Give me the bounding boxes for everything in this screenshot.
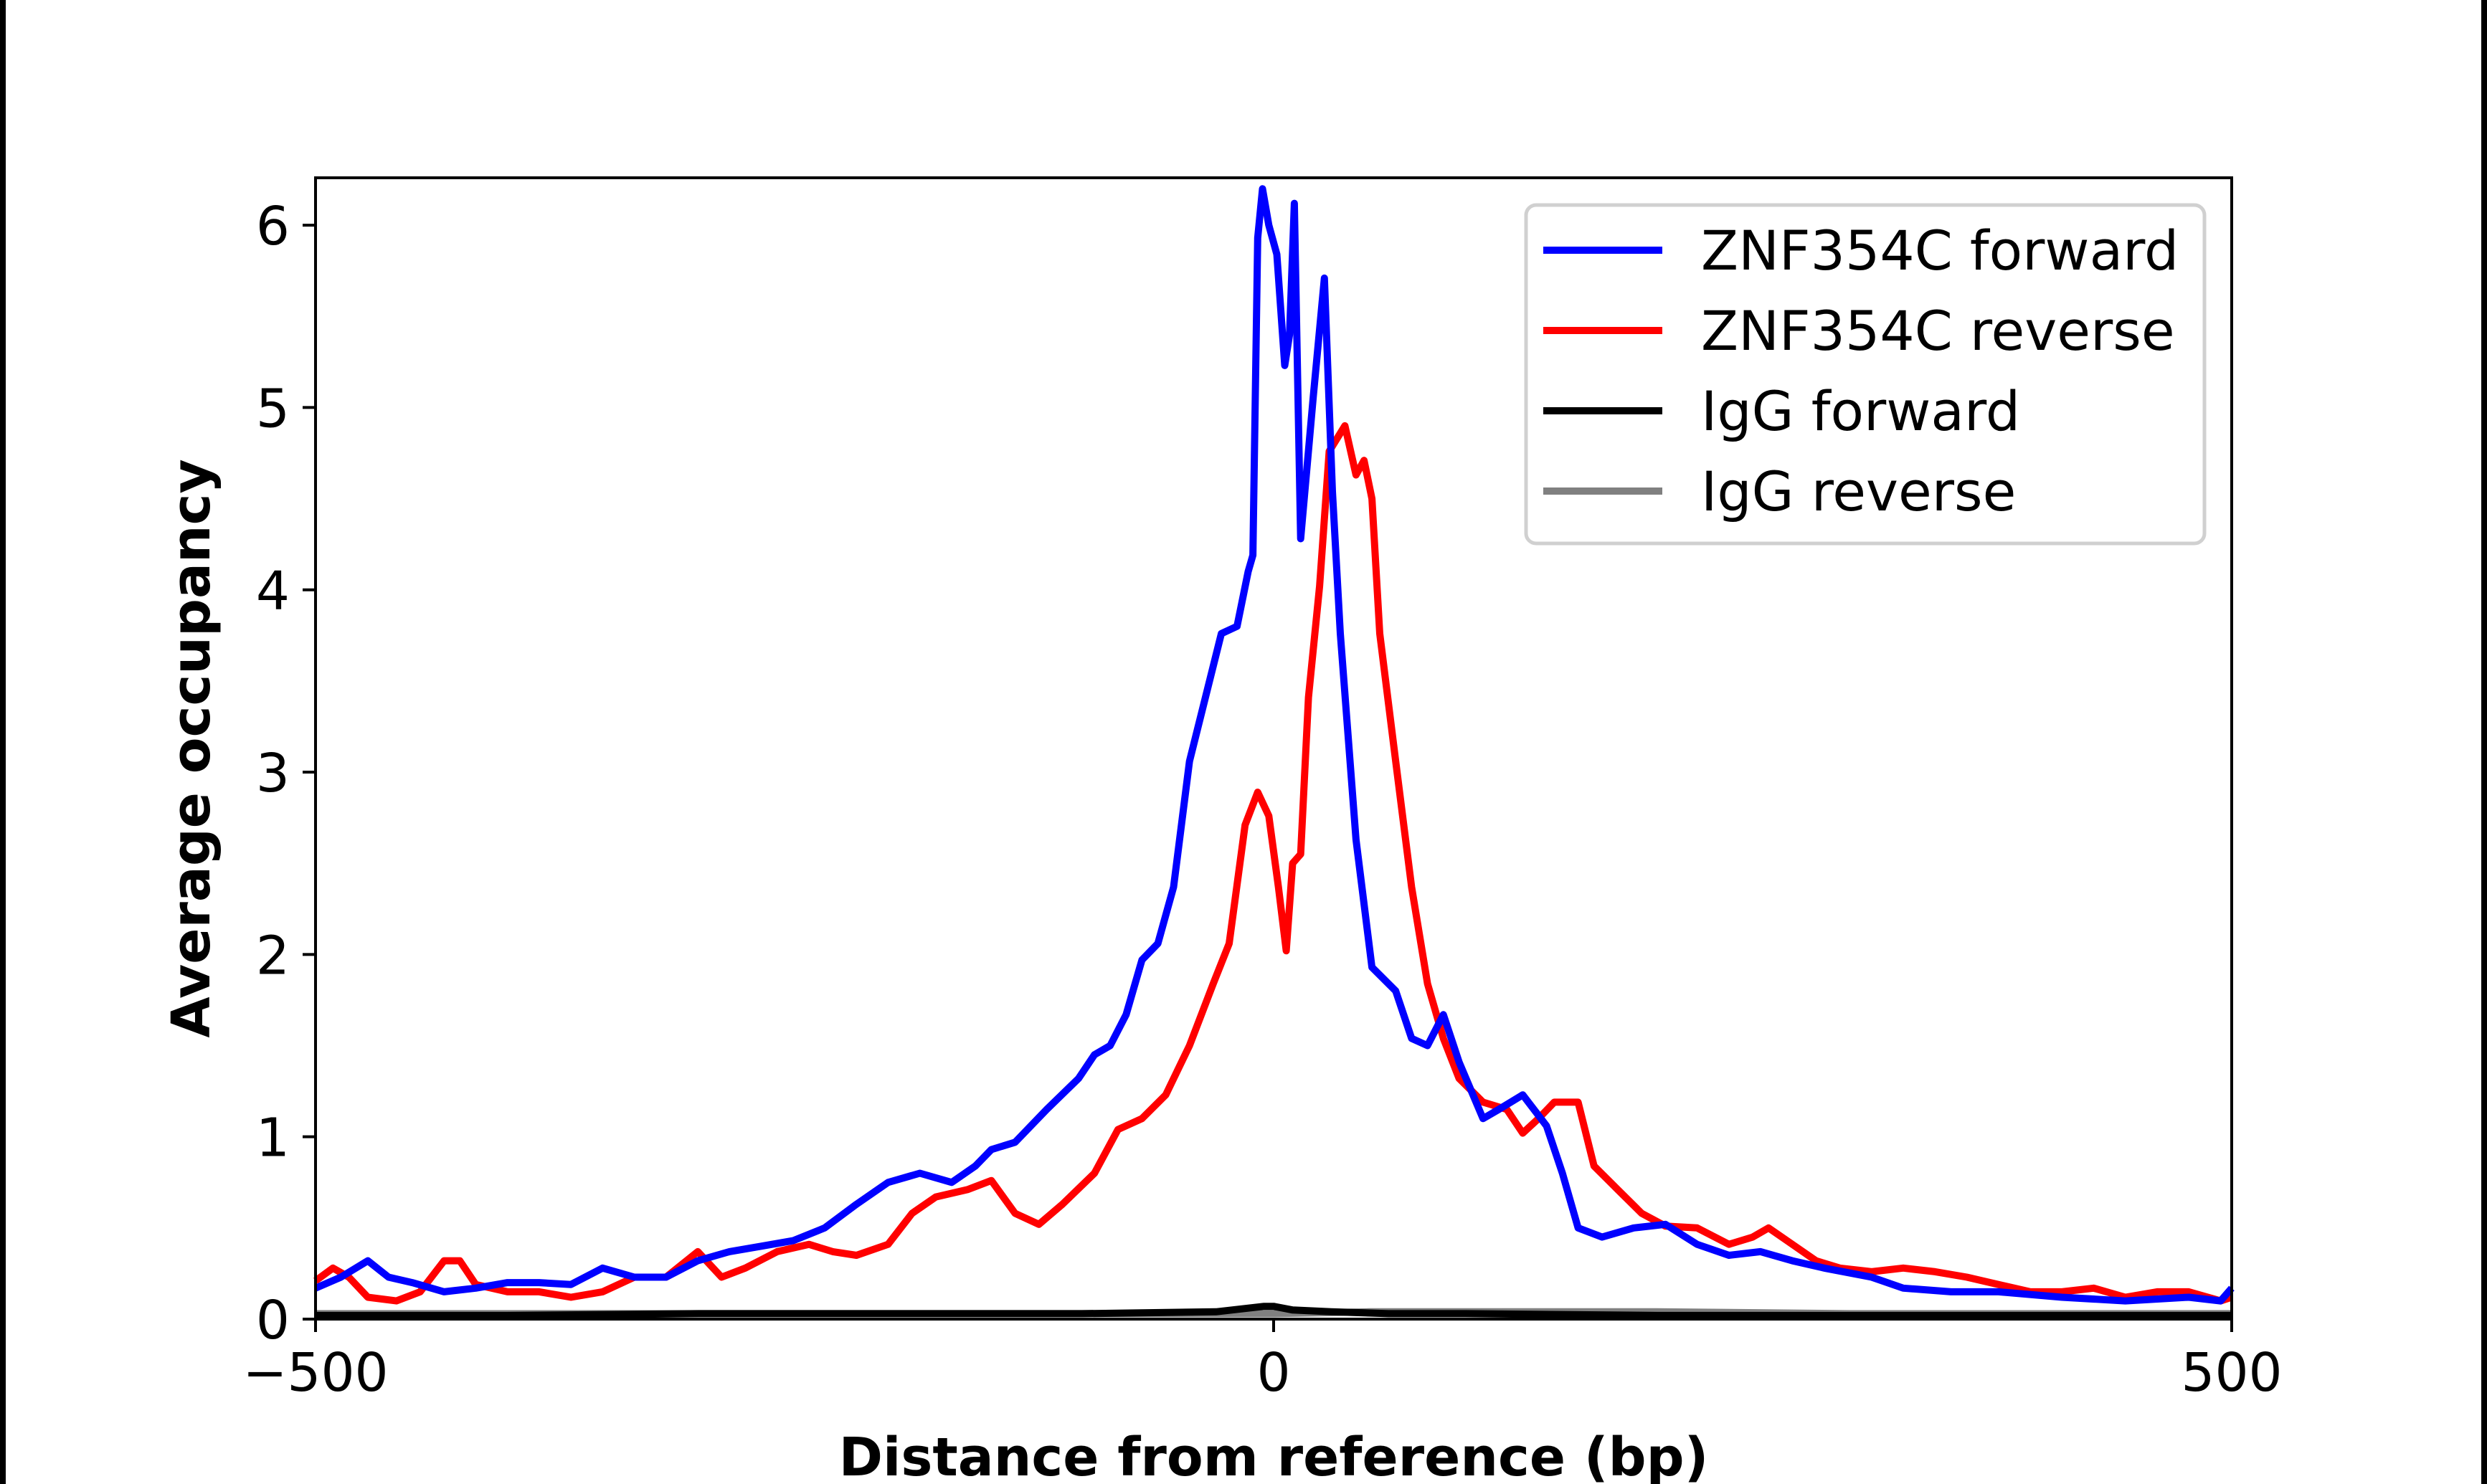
y-tick-label: 3 bbox=[256, 743, 290, 804]
x-tick-label: −500 bbox=[242, 1342, 388, 1404]
legend-box bbox=[1524, 203, 2207, 546]
left-edge-bar bbox=[0, 0, 6, 1484]
y-tick-label: 1 bbox=[256, 1108, 290, 1169]
x-axis-label: Distance from reference (bp) bbox=[839, 1427, 1709, 1484]
legend-label: ZNF354C reverse bbox=[1701, 299, 2175, 363]
y-tick-label: 5 bbox=[256, 378, 290, 439]
right-edge-bar bbox=[2481, 0, 2487, 1484]
legend: ZNF354C forward ZNF354C reverse IgG forwar… bbox=[1524, 203, 2207, 546]
y-tick-label: 2 bbox=[256, 925, 290, 986]
series-line-igg-forward bbox=[316, 1303, 2232, 1319]
series-lines bbox=[313, 185, 2235, 1319]
y-tick-label: 6 bbox=[256, 196, 290, 257]
legend-label: ZNF354C forward bbox=[1701, 219, 2179, 282]
x-tick-label: 0 bbox=[1256, 1342, 1290, 1404]
legend-label: IgG forward bbox=[1701, 379, 2020, 443]
y-tick-label: 4 bbox=[256, 561, 290, 622]
series-line-znf354c-reverse bbox=[313, 422, 2233, 1305]
x-tick-label: 500 bbox=[2181, 1342, 2282, 1404]
y-tick-label: 0 bbox=[256, 1290, 290, 1351]
series-line-znf354c-forward bbox=[314, 185, 2235, 1305]
legend-label: IgG reverse bbox=[1701, 460, 2016, 523]
y-axis-label: Average occupancy bbox=[161, 459, 222, 1037]
